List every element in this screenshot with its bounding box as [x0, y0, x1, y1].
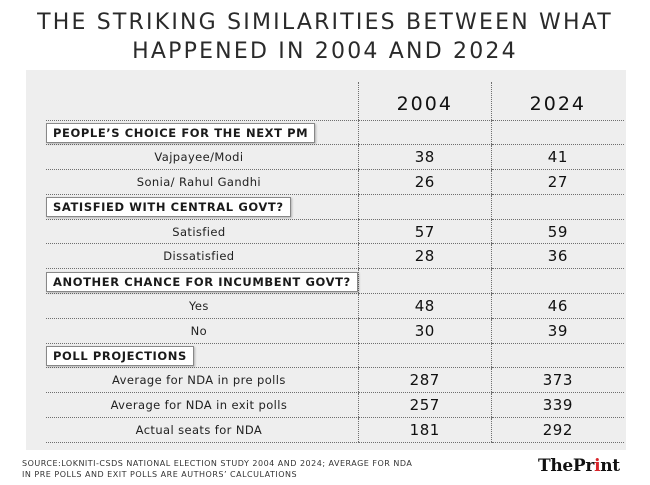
- logo-text-1: ThePr: [538, 456, 595, 476]
- section-heading: POLL PROJECTIONS: [46, 346, 194, 367]
- section-label-cell: ANOTHER CHANCE FOR INCUMBENT GOVT?: [46, 268, 359, 295]
- empty-cell: [490, 268, 624, 295]
- table-row: Vajpayee/Modi 38 41: [46, 144, 624, 171]
- row-label: Actual seats for NDA: [46, 417, 359, 443]
- value-cell: 28: [357, 243, 492, 270]
- source-line-2: IN PRE POLLS AND EXIT POLLS ARE AUTHORS’…: [22, 470, 298, 479]
- value-cell: 46: [490, 293, 624, 319]
- section-row: ANOTHER CHANCE FOR INCUMBENT GOVT?: [46, 268, 624, 295]
- table-row: Sonia/ Rahul Gandhi 26 27: [46, 169, 624, 195]
- header-row: 2004 2024: [46, 82, 624, 121]
- source-line-1: SOURCE:LOKNITI-CSDS NATIONAL ELECTION ST…: [22, 459, 413, 468]
- chart-title: THE STRIKING SIMILARITIES BETWEEN WHAT H…: [0, 8, 650, 66]
- row-label: Average for NDA in exit polls: [46, 392, 359, 419]
- value-cell: 339: [490, 392, 624, 419]
- row-label: Average for NDA in pre polls: [46, 367, 359, 394]
- row-label: Dissatisfied: [46, 243, 359, 270]
- row-label: Satisfied: [46, 219, 359, 245]
- value-cell: 373: [490, 367, 624, 394]
- value-cell: 27: [490, 169, 624, 195]
- value-cell: 257: [357, 392, 492, 419]
- section-heading: SATISFIED WITH CENTRAL GOVT?: [46, 197, 291, 218]
- header-label-cell: [46, 82, 359, 121]
- empty-cell: [357, 343, 492, 369]
- year-header: 2024: [490, 82, 624, 121]
- comparison-table: 2004 2024 PEOPLE’S CHOICE FOR THE NEXT PM V…: [46, 82, 624, 443]
- empty-cell: [490, 194, 624, 220]
- value-cell: 39: [490, 318, 624, 344]
- table-row: No 30 39: [46, 318, 624, 344]
- table-row: Actual seats for NDA 181 292: [46, 417, 624, 443]
- theprint-logo: ThePrint: [538, 456, 620, 476]
- section-label-cell: PEOPLE’S CHOICE FOR THE NEXT PM: [46, 120, 359, 146]
- logo-text-2: nt: [600, 456, 620, 476]
- value-cell: 287: [357, 367, 492, 394]
- value-cell: 292: [490, 417, 624, 443]
- value-cell: 48: [357, 293, 492, 319]
- section-heading: ANOTHER CHANCE FOR INCUMBENT GOVT?: [46, 271, 358, 292]
- section-label-cell: SATISFIED WITH CENTRAL GOVT?: [46, 194, 359, 220]
- table-row: Satisfied 57 59: [46, 219, 624, 245]
- section-row: POLL PROJECTIONS: [46, 343, 624, 369]
- table-panel: 2004 2024 PEOPLE’S CHOICE FOR THE NEXT PM V…: [26, 70, 626, 450]
- table-row: Dissatisfied 28 36: [46, 243, 624, 270]
- table-row: Yes 48 46: [46, 293, 624, 319]
- empty-cell: [357, 268, 492, 295]
- empty-cell: [357, 120, 492, 146]
- value-cell: 30: [357, 318, 492, 344]
- value-cell: 59: [490, 219, 624, 245]
- empty-cell: [490, 343, 624, 369]
- table-row: Average for NDA in exit polls 257 339: [46, 392, 624, 419]
- year-header: 2004: [357, 82, 492, 121]
- value-cell: 181: [357, 417, 492, 443]
- source-note: SOURCE:LOKNITI-CSDS NATIONAL ELECTION ST…: [22, 458, 502, 480]
- row-label: Yes: [46, 293, 359, 319]
- value-cell: 41: [490, 144, 624, 171]
- row-label: Vajpayee/Modi: [46, 144, 359, 171]
- value-cell: 38: [357, 144, 492, 171]
- table-row: Average for NDA in pre polls 287 373: [46, 367, 624, 394]
- empty-cell: [357, 194, 492, 220]
- chart-title-line-1: THE STRIKING SIMILARITIES BETWEEN WHAT: [37, 10, 613, 35]
- empty-cell: [490, 120, 624, 146]
- section-row: SATISFIED WITH CENTRAL GOVT?: [46, 194, 624, 220]
- row-label: No: [46, 318, 359, 344]
- section-heading: PEOPLE’S CHOICE FOR THE NEXT PM: [46, 122, 316, 143]
- chart-title-line-2: HAPPENED IN 2004 AND 2024: [132, 39, 518, 64]
- section-row: PEOPLE’S CHOICE FOR THE NEXT PM: [46, 120, 624, 146]
- logo-text-accent: i: [594, 456, 601, 476]
- value-cell: 57: [357, 219, 492, 245]
- row-label: Sonia/ Rahul Gandhi: [46, 169, 359, 195]
- section-label-cell: POLL PROJECTIONS: [46, 343, 359, 369]
- value-cell: 36: [490, 243, 624, 270]
- value-cell: 26: [357, 169, 492, 195]
